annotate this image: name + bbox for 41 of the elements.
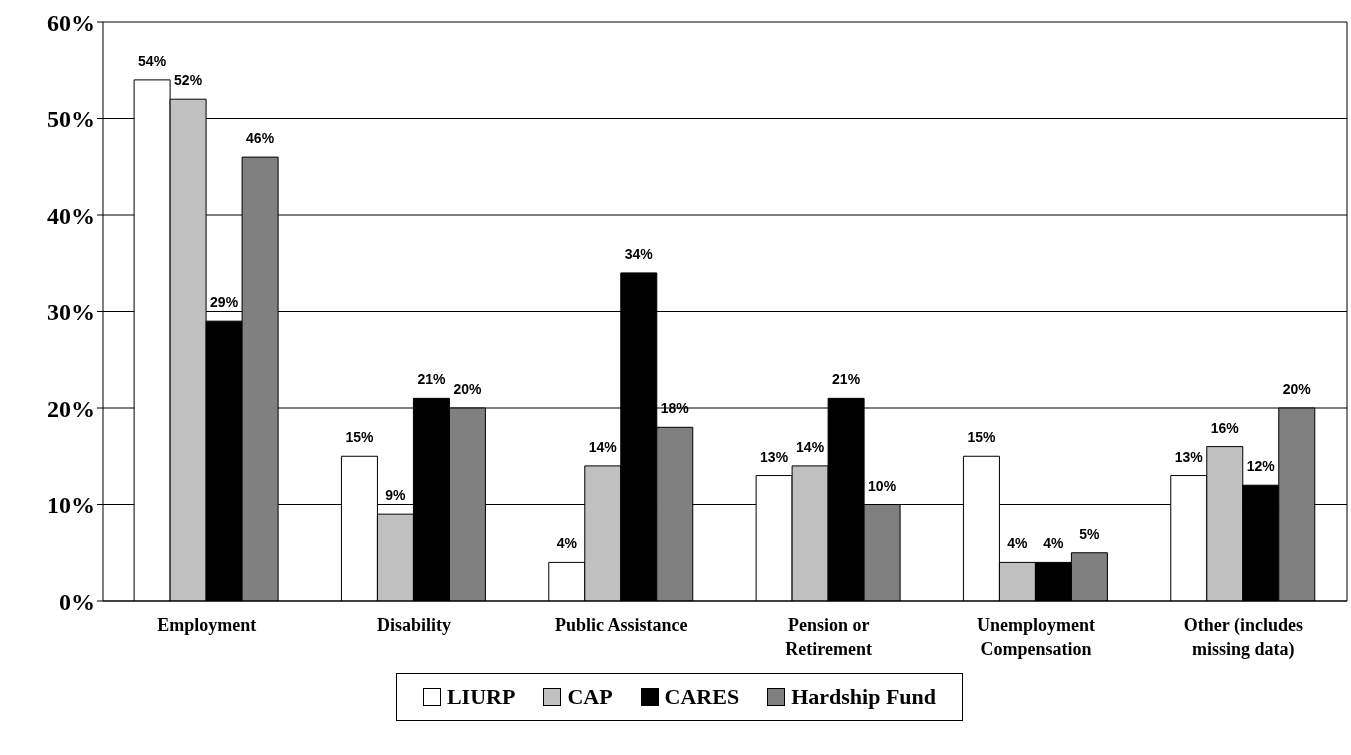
y-tick-label: 20% [47,395,95,422]
data-label: 15% [967,429,996,446]
y-tick-label: 60% [47,9,95,36]
y-tick-label: 50% [47,106,95,133]
data-label: 34% [624,245,654,262]
data-label: 29% [210,294,239,311]
data-label: 15% [345,429,374,446]
data-label: 18% [660,400,690,417]
data-label: 21% [417,371,446,388]
data-label: 12% [1246,458,1276,475]
x-tick-label: Disability [376,615,452,635]
data-label: 5% [1079,525,1101,542]
legend-label: CARES [664,684,740,710]
data-label: 13% [760,448,789,465]
x-tick-label: Unemployment Compensation [977,615,1095,659]
y-tick-label: 0% [59,588,95,615]
x-tick-label: Other (includes missing data) [1183,615,1303,660]
data-label: 46% [246,130,275,147]
data-label: 54% [138,52,167,69]
data-label: 10% [868,477,897,494]
data-label: 14% [796,438,825,455]
data-label: 4% [1043,535,1065,552]
data-label: 9% [385,487,407,504]
x-tick-label: Pension or Retirement [785,615,872,659]
data-label: 21% [832,371,861,388]
legend-label: Hardship Fund [791,684,937,710]
y-tick-label: 10% [47,492,95,519]
data-label: 20% [1282,381,1312,397]
x-tick-label: Public Assistance [555,615,688,635]
data-label: 20% [453,381,482,397]
y-tick-label: 30% [47,299,95,326]
data-label: 14% [588,438,618,455]
legend-label: LIURP [446,684,516,710]
legend-label: CAP [567,684,613,710]
data-label: 52% [174,72,203,89]
data-label: 4% [1007,535,1029,552]
data-label: 13% [1174,448,1204,465]
data-label: 4% [556,535,578,552]
x-tick-label: Employment [157,615,257,635]
y-tick-label: 40% [47,202,95,229]
data-label: 16% [1210,419,1240,436]
